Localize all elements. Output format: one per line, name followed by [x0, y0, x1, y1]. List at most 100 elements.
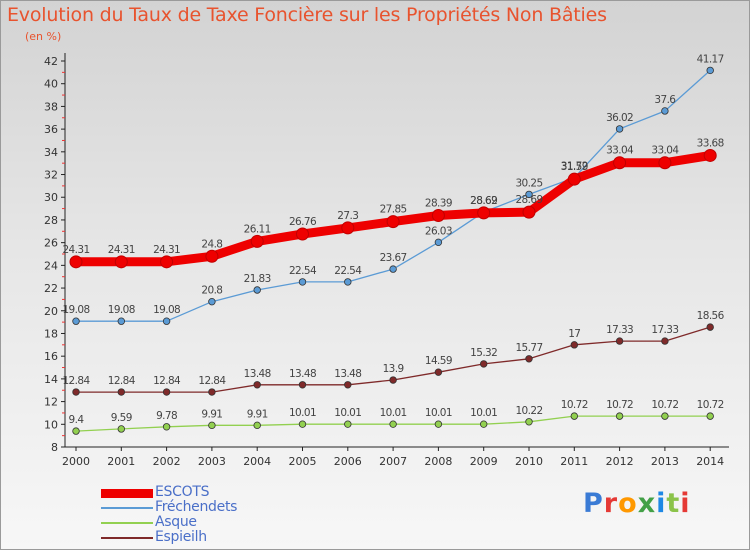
data-label: 10.22 — [515, 405, 542, 417]
data-label: 30.25 — [515, 177, 542, 189]
data-point — [389, 376, 397, 384]
y-tick-label: 28 — [44, 214, 58, 227]
y-tick-label: 20 — [44, 305, 58, 318]
logo-letter: i — [680, 488, 691, 519]
y-tick-label: 8 — [51, 441, 58, 454]
data-label: 12.84 — [198, 375, 226, 387]
data-label: 15.32 — [470, 347, 497, 359]
logo-letter: r — [603, 488, 619, 519]
data-label: 27.3 — [337, 210, 358, 222]
y-tick-label: 30 — [44, 191, 58, 204]
data-label: 21.83 — [244, 273, 271, 285]
x-tick-label: 2002 — [153, 455, 181, 468]
data-point — [389, 265, 397, 273]
y-tick-label: 14 — [44, 373, 58, 386]
x-tick-label: 2013 — [651, 455, 679, 468]
data-point — [208, 297, 216, 306]
data-point — [253, 421, 261, 430]
data-point — [298, 420, 307, 428]
data-point — [525, 190, 533, 199]
data-label: 17.33 — [651, 324, 678, 336]
data-point — [480, 360, 488, 368]
data-label: 37.6 — [654, 94, 676, 106]
data-point — [114, 255, 128, 269]
legend-label: Espieilh — [155, 529, 207, 545]
data-point — [162, 423, 171, 431]
data-label: 24.31 — [108, 244, 135, 256]
data-label: 14.59 — [425, 355, 452, 367]
legend-swatch — [101, 522, 153, 524]
data-label: 33.04 — [651, 145, 679, 157]
data-point — [434, 238, 443, 247]
x-tick-label: 2008 — [424, 455, 452, 468]
data-label: 12.84 — [108, 375, 136, 387]
data-point — [208, 388, 216, 396]
logo-letter: t — [666, 488, 681, 519]
data-point — [205, 249, 219, 263]
y-tick-label: 42 — [44, 55, 58, 68]
data-label: 10.01 — [425, 407, 452, 419]
data-label: 9.59 — [111, 412, 132, 424]
x-tick-label: 2011 — [560, 455, 588, 468]
legend-label: Asque — [155, 514, 197, 530]
data-label: 24.31 — [153, 244, 180, 256]
data-label: 36.02 — [606, 112, 633, 124]
data-label: 10.01 — [334, 407, 361, 419]
data-point — [661, 412, 669, 420]
data-point — [570, 412, 578, 420]
data-label: 19.08 — [62, 304, 89, 316]
data-label: 28.62 — [470, 195, 497, 207]
data-point — [522, 205, 536, 219]
data-label: 20.8 — [201, 285, 222, 297]
data-label: 22.54 — [334, 265, 362, 277]
data-point — [389, 420, 397, 428]
logo-letter: o — [618, 488, 638, 519]
data-label: 10.01 — [289, 407, 316, 419]
x-tick-label: 2009 — [470, 455, 498, 468]
data-point — [160, 255, 174, 269]
y-tick-label: 18 — [44, 327, 58, 340]
data-label: 13.48 — [334, 368, 361, 380]
data-point — [525, 418, 533, 426]
data-label: 12.84 — [153, 375, 181, 387]
y-tick-label: 36 — [44, 123, 58, 136]
x-tick-label: 2000 — [62, 455, 90, 468]
data-label: 15.77 — [515, 342, 542, 354]
data-label: 26.11 — [244, 223, 271, 235]
data-label: 23.67 — [380, 252, 407, 264]
data-point — [162, 317, 171, 325]
data-point — [613, 156, 627, 170]
data-point — [615, 125, 624, 133]
data-label: 33.68 — [697, 137, 724, 149]
data-label: 10.01 — [470, 407, 497, 419]
x-tick-label: 2003 — [198, 455, 226, 468]
x-tick-label: 2006 — [334, 455, 362, 468]
data-label: 17 — [568, 328, 580, 340]
data-point — [117, 388, 125, 396]
data-point — [69, 255, 83, 269]
y-tick-label: 34 — [44, 146, 58, 159]
data-label: 27.85 — [380, 204, 407, 216]
x-tick-label: 2004 — [243, 455, 271, 468]
data-point — [658, 156, 672, 170]
data-label: 18.56 — [697, 310, 725, 322]
data-label: 9.4 — [69, 414, 85, 426]
data-point — [250, 234, 264, 248]
data-point — [703, 148, 717, 162]
data-label: 33.04 — [606, 145, 634, 157]
x-tick-label: 2014 — [696, 455, 724, 468]
data-label: 28.39 — [425, 198, 452, 210]
data-label: 19.08 — [108, 304, 135, 316]
data-point — [344, 420, 352, 428]
data-label: 9.78 — [156, 410, 177, 422]
data-label: 10.01 — [380, 407, 407, 419]
data-point — [296, 227, 309, 241]
chart-title: Evolution du Taux de Taxe Foncière sur l… — [7, 4, 607, 26]
data-point — [117, 425, 125, 433]
unit-label: (en %) — [25, 30, 62, 43]
data-label: 10.72 — [697, 399, 724, 411]
y-tick-label: 24 — [44, 259, 58, 272]
data-point — [480, 420, 488, 428]
data-label: 22.54 — [289, 265, 317, 277]
